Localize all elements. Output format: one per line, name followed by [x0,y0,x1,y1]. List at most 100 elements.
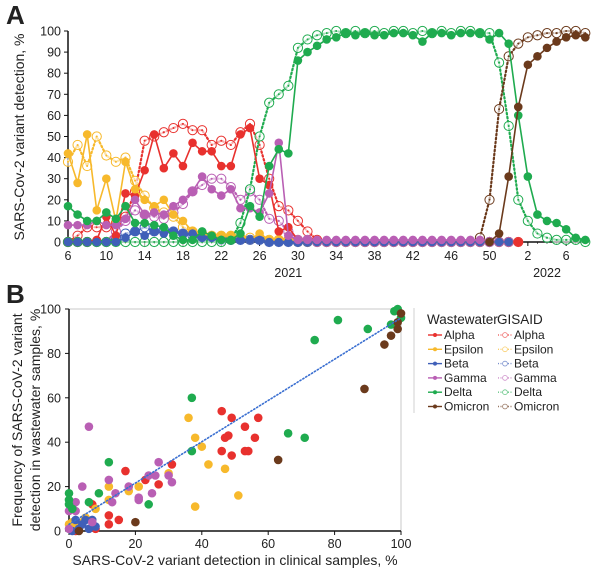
panel-a-point-center [517,42,520,45]
legend-wastewater-label-beta: Beta [444,357,469,371]
panel-a-point-center [526,36,529,39]
panel-b-point-gamma [87,517,97,527]
panel-a-point-wastewater-gamma [140,210,149,219]
panel-a-x-tick-label: 46 [444,249,458,263]
panel-a-y-tick-label: 70 [47,88,61,102]
panel-a-x-tick-label: 6 [563,249,570,263]
panel-a-point-wastewater-gamma [226,184,236,194]
panel-a-y-tick-label: 0 [54,236,61,250]
panel-a-point-wastewater-alpha [159,163,169,173]
panel-b-point-delta [64,488,74,498]
panel-a-point-center [258,198,261,201]
panel-a-point-wastewater-gamma [351,235,360,245]
panel-b-point-gamma [64,524,74,534]
panel-a-point-wastewater-gamma [475,235,485,245]
panel-a-series-wastewater-omicron [485,30,590,247]
legend-gisaid-label-alpha: Alpha [514,328,545,342]
legend-wastewater-label-epsilon: Epsilon [444,342,483,356]
panel-a-point-wastewater-alpha [255,174,264,183]
panel-a-point-wastewater-alpha [178,161,188,171]
panel-a-point-center [316,34,319,37]
legend-wastewater-marker-omicron [433,404,437,409]
panel-b-point-alpha [121,466,130,476]
panel-a-point-wastewater-gamma [322,235,331,245]
panel-a-point-wastewater-delta [446,30,456,40]
panel-a-point-wastewater-delta [561,225,571,234]
legend-gisaid-label-gamma: Gamma [514,371,557,385]
panel-b-y-axis-title-line2: detection in wastewater samples, % [27,309,43,532]
panel-a-point-center [277,205,280,208]
panel-b-x-tick-label: 80 [328,537,342,551]
panel-a-point-wastewater-delta [188,235,197,245]
panel-a-point-wastewater-delta [494,28,504,38]
panel-a-point-wastewater-gamma [236,203,245,213]
panel-a-point-wastewater-omicron [513,102,523,112]
panel-a-point-wastewater-delta [255,212,264,221]
panel-a-point-wastewater-gamma [188,187,197,196]
legend-wastewater-label-omicron: Omicron [444,400,489,414]
panel-a-point-wastewater-alpha [274,227,284,236]
legend-gisaid-label-beta: Beta [514,357,539,371]
panel-b-point-alpha [114,515,124,525]
panel-a-point-wastewater-omicron [542,43,552,53]
panel-b-point-alpha [217,446,227,456]
panel-a-point-wastewater-delta [523,172,533,181]
panel-a-point-center [172,241,175,243]
panel-a-point-wastewater-delta [571,233,581,243]
panel-a-point-wastewater-beta [140,231,149,240]
panel-a-point-wastewater-alpha [513,237,523,247]
panel-a-point-center [210,177,213,180]
panel-a-point-wastewater-omicron [552,37,561,46]
panel-a-y-tick-label: 80 [47,67,61,81]
panel-a-point-wastewater-delta [437,28,446,38]
panel-a-point-wastewater-epsilon [121,157,130,167]
panel-a-point-wastewater-delta [351,30,360,40]
panel-a-x-tick-label: 34 [329,249,343,263]
panel-a-point-wastewater-beta [274,237,284,247]
panel-b-point-epsilon [220,464,230,474]
panel-a-point-center [258,143,261,146]
panel-a-point-center [268,217,271,220]
panel-a-point-wastewater-beta [92,237,102,247]
panel-b-point-alpha [250,433,260,443]
panel-b-series-delta [64,304,406,514]
panel-a-point-wastewater-epsilon [140,195,149,205]
panel-a-point-wastewater-beta [130,227,140,236]
panel-b-point-gamma [107,497,117,507]
panel-a-point-center [526,219,529,222]
panel-a-point-wastewater-gamma [274,138,284,148]
panel-a-point-wastewater-gamma [370,235,379,245]
panel-a-y-axis-title: SARS-Cov-2 variant detection, % [11,34,27,241]
panel-b-y-tick-label: 40 [47,436,61,450]
panel-a-point-center [181,226,184,229]
panel-a-point-center [325,32,328,35]
panel-a-point-wastewater-gamma [408,235,418,245]
panel-a-point-center [421,30,424,32]
panel-a-y-tick-label: 30 [47,172,61,186]
panel-b-point-omicron [74,526,84,536]
panel-a-y-tick-label: 50 [47,130,61,144]
panel-a-point-center [105,154,108,157]
panel-a-point-center [296,46,299,49]
panel-a-point-wastewater-delta [379,30,389,40]
panel-a-point-wastewater-gamma [207,184,216,194]
legend-wastewater-marker-epsilon [433,347,437,352]
panel-a-point-wastewater-beta [82,237,92,247]
panel-a-year-label-2021: 2021 [274,266,302,280]
panel-a-point-wastewater-delta [533,210,542,219]
panel-b-point-gamma [111,488,120,498]
panel-a-point-wastewater-alpha [149,130,159,139]
panel-a-point-wastewater-beta [121,233,130,243]
panel-a-point-center [95,226,98,229]
panel-b-x-tick-label: 60 [261,537,275,551]
panel-a-y-tick-label: 100 [40,25,61,39]
panel-a-point-wastewater-alpha [169,149,178,158]
legend-gisaid-label-epsilon: Epsilon [514,342,553,356]
panel-a-point-wastewater-delta [274,144,284,154]
panel-a-series-wastewater-gamma [63,138,485,245]
panel-a-point-wastewater-omicron [494,229,504,238]
panel-b-point-epsilon [204,460,213,469]
panel-a-point-wastewater-delta [331,33,341,42]
panel-a-point-wastewater-delta [466,28,475,38]
panel-a-x-tick-label: 10 [99,249,113,263]
